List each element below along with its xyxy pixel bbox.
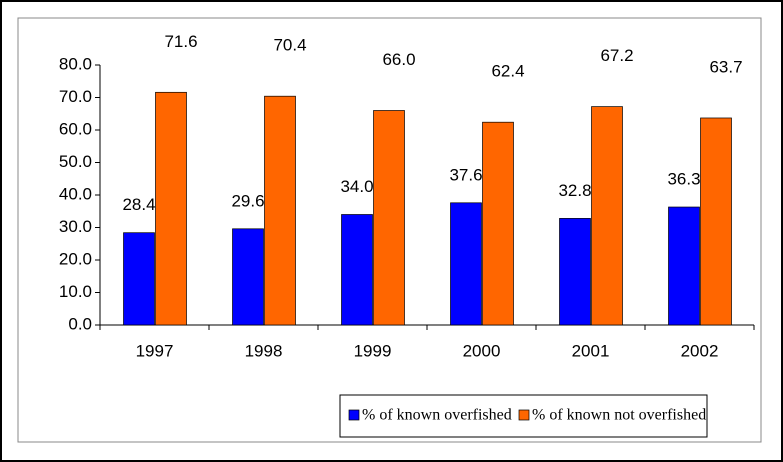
bar (482, 121, 514, 326)
y-tick-label: 50.0 (59, 152, 92, 171)
y-tick-label: 10.0 (59, 282, 92, 301)
legend-label: % of known not overfished (532, 407, 706, 424)
plot-frame (17, 17, 762, 443)
bar (668, 206, 700, 326)
data-label: 28.4 (122, 195, 155, 214)
y-tick-label: 20.0 (59, 249, 92, 268)
data-label: 34.0 (340, 177, 373, 196)
data-label: 37.6 (449, 165, 482, 184)
y-tick-label: 40.0 (59, 184, 92, 203)
data-label: 70.4 (273, 36, 306, 55)
x-tick-label: 2000 (463, 341, 501, 360)
bar (123, 232, 155, 326)
legend-swatch (348, 409, 360, 421)
x-tick-label: 2001 (572, 341, 610, 360)
x-tick-label: 1999 (354, 341, 392, 360)
y-tick-label: 60.0 (59, 119, 92, 138)
y-tick-label: 30.0 (59, 217, 92, 236)
x-tick-label: 2002 (681, 341, 719, 360)
data-label: 32.8 (558, 181, 591, 200)
bar (700, 117, 732, 326)
bar (341, 214, 373, 326)
bar (559, 218, 591, 326)
data-label: 67.2 (600, 46, 633, 65)
y-tick-label: 70.0 (59, 87, 92, 106)
bar (591, 106, 623, 326)
data-label: 36.3 (667, 170, 700, 189)
x-tick-label: 1997 (136, 341, 174, 360)
legend-swatch (518, 409, 530, 421)
bar (155, 91, 187, 326)
data-label: 62.4 (491, 62, 524, 81)
data-label: 29.6 (231, 191, 264, 210)
bar (450, 202, 482, 326)
data-label: 66.0 (382, 50, 415, 69)
bar (232, 228, 264, 326)
data-label: 71.6 (164, 32, 197, 51)
y-tick-label: 0.0 (68, 314, 92, 333)
bar (373, 110, 405, 326)
x-tick-label: 1998 (245, 341, 283, 360)
data-label: 63.7 (709, 57, 742, 76)
y-tick-label: 80.0 (59, 54, 92, 73)
legend-label: % of known overfished (362, 407, 512, 424)
bar (264, 95, 296, 326)
